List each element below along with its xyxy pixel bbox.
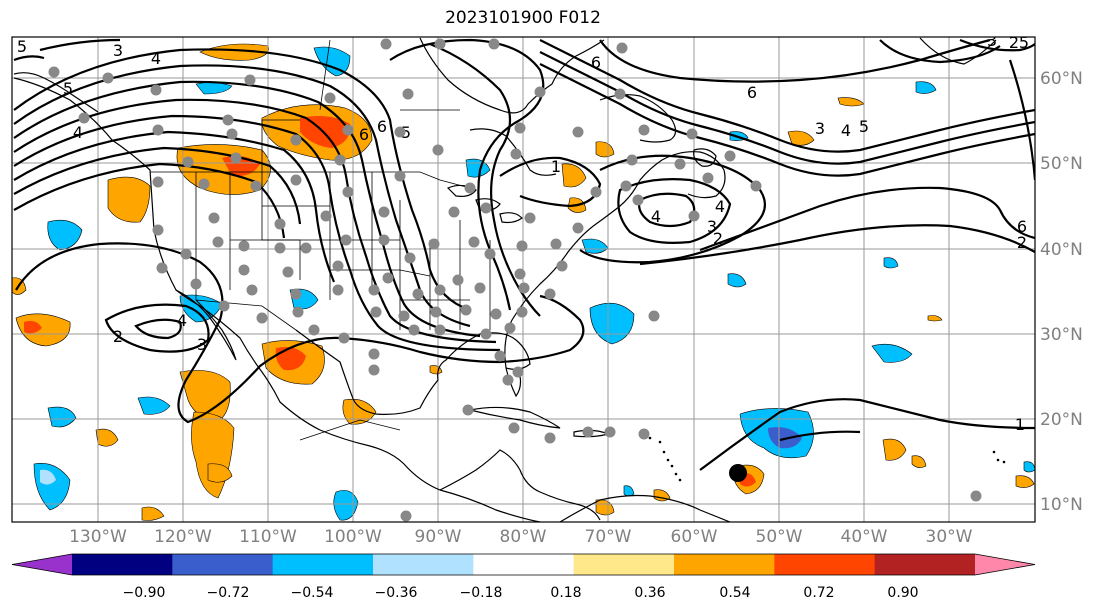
contour-label: 4 <box>651 207 661 226</box>
colorbar-segment <box>72 554 173 575</box>
lat-label: 20°N <box>1040 410 1083 430</box>
colorbar-segment <box>674 554 775 575</box>
colorbar-tick-label: 0.18 <box>550 585 581 601</box>
lon-label: 110°W <box>239 527 297 547</box>
contour-label: 1 <box>551 157 561 176</box>
contour-label: 6 <box>591 53 601 72</box>
colorbar-tick-label: 0.72 <box>803 585 834 601</box>
latitude-labels: 60°N 50°N 40°N 30°N 20°N 10°N <box>1040 69 1083 515</box>
lon-label: 30°W <box>926 527 973 547</box>
lat-label: 60°N <box>1040 69 1083 89</box>
colorbar-tick-label: 0.54 <box>719 585 750 601</box>
storm-center-marker <box>729 464 747 482</box>
contour-label: 1 <box>1015 415 1025 434</box>
colorbar-segment <box>473 554 574 575</box>
contour-label: 3 <box>815 119 825 138</box>
colorbar-segment <box>574 554 675 575</box>
colorbar-segment <box>172 554 273 575</box>
contour-label: 4 <box>73 123 83 142</box>
colorbar-tick-label: −0.36 <box>375 585 418 601</box>
contour-label: 3 <box>113 41 123 60</box>
contour-label: 2 <box>113 327 123 346</box>
colorbar-extend-min <box>12 554 72 575</box>
contour-label: 2 <box>1009 33 1019 52</box>
colorbar-tick-label: −0.18 <box>460 585 503 601</box>
colorbar-segment <box>273 554 374 575</box>
lat-label: 40°N <box>1040 240 1083 260</box>
longitude-labels: 130°W 120°W 110°W 100°W 90°W 80°W 70°W 6… <box>69 527 973 547</box>
lon-label: 130°W <box>69 527 127 547</box>
contour-label: 2 <box>713 229 723 248</box>
contour-label: 5 <box>63 79 73 98</box>
colorbar-segment <box>373 554 474 575</box>
contour-label: 3 <box>987 31 997 50</box>
contour-label: 6 <box>359 125 369 144</box>
lat-label: 50°N <box>1040 154 1083 174</box>
lon-label: 50°W <box>756 527 803 547</box>
colorbar-tick-labels: −0.90 −0.72 −0.54 −0.36 −0.18 0.18 0.36 … <box>123 585 919 601</box>
lat-label: 10°N <box>1040 495 1083 515</box>
lon-label: 120°W <box>154 527 212 547</box>
contour-label: 6 <box>1017 217 1027 236</box>
colorbar-tick-label: −0.72 <box>207 585 250 601</box>
lon-label: 80°W <box>500 527 547 547</box>
colorbar-tick-label: 0.36 <box>634 585 665 601</box>
colorbar-tick-label: −0.54 <box>291 585 334 601</box>
contour-label: 4 <box>715 197 725 216</box>
contour-label: 5 <box>17 37 27 56</box>
contour-label: 4 <box>151 49 161 68</box>
lon-label: 70°W <box>585 527 632 547</box>
contour-label: 6 <box>377 117 387 136</box>
lon-label: 60°W <box>671 527 718 547</box>
colorbar-tick-label: −0.90 <box>123 585 166 601</box>
colorbar-extend-max <box>975 554 1035 575</box>
contour-label: 4 <box>841 121 851 140</box>
colorbar <box>12 554 1035 575</box>
contour-label: 5 <box>1019 33 1029 52</box>
lon-label: 90°W <box>415 527 462 547</box>
colorbar-segment <box>774 554 875 575</box>
lat-label: 30°N <box>1040 325 1083 345</box>
lon-label: 40°W <box>841 527 888 547</box>
contour-label: 3 <box>197 335 207 354</box>
contour-label: 6 <box>747 83 757 102</box>
colorbar-segment <box>875 554 976 575</box>
contour-label: 5 <box>859 117 869 136</box>
lon-label: 100°W <box>324 527 382 547</box>
contour-label: 4 <box>177 311 187 330</box>
colorbar-tick-label: 0.90 <box>887 585 918 601</box>
